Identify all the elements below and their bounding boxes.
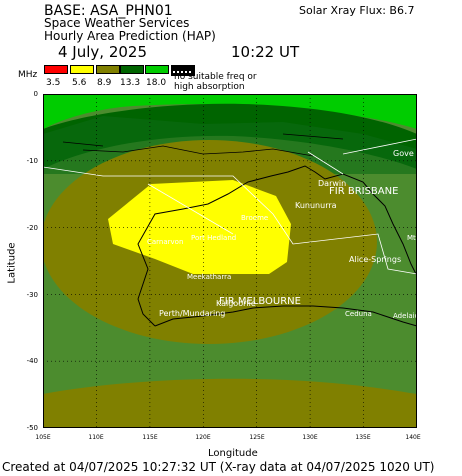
- place-gove: Gove: [393, 149, 414, 158]
- lon-tick-105: 105E: [35, 434, 51, 441]
- latitude-axis-title: Latitude: [6, 242, 18, 284]
- product-name: Hourly Area Prediction (HAP): [44, 29, 216, 43]
- lat-tick-50: -50: [26, 424, 38, 432]
- place-ceduna: Ceduna: [345, 310, 372, 318]
- legend-unit: MHz: [18, 70, 38, 80]
- no-frequency-grid-icon: [171, 65, 195, 78]
- place-darwin: Darwin: [318, 179, 346, 188]
- olive-bottom-band: [43, 378, 417, 428]
- legend-swatch-5: [145, 65, 169, 74]
- legend-swatch-2: [70, 65, 94, 74]
- yellow-zone: [108, 180, 291, 274]
- created-timestamp: Created at 04/07/2025 10:27:32 UT (X-ray…: [2, 460, 435, 474]
- legend-note-line1: no suitable freq or: [174, 72, 257, 82]
- lon-tick-120: 120E: [195, 434, 211, 441]
- place-adelaide: Adelaide: [393, 312, 417, 320]
- service-name: Space Weather Services: [44, 16, 190, 30]
- fir-brisbane-label: FIR BRISBANE: [329, 186, 398, 197]
- place-alice-springs: Alice-Springs: [349, 255, 401, 264]
- place-port-hedland: Port Hedland: [191, 234, 236, 242]
- lat-tick-40: -40: [26, 357, 38, 365]
- hap-map: Darwin Gove Kununurra Alice-Springs Kalg…: [43, 94, 417, 428]
- lon-tick-130: 130E: [302, 434, 318, 441]
- fir-melbourne-label: FIR MELBOURNE: [219, 296, 301, 307]
- longitude-axis-title: Longitude: [208, 448, 258, 459]
- lon-tick-110: 110E: [88, 434, 104, 441]
- legend-value-1: 3.5: [46, 78, 61, 88]
- legend-swatch-3: [96, 65, 120, 74]
- lon-tick-125: 125E: [249, 434, 265, 441]
- lon-tick-135: 135E: [355, 434, 371, 441]
- coastline: [137, 165, 417, 300]
- lat-tick-30: -30: [26, 291, 38, 299]
- fir-boundaries: [43, 138, 417, 275]
- place-broome: Broome: [241, 214, 268, 222]
- legend-value-3: 8.9: [97, 78, 112, 88]
- lon-tick-115: 115E: [142, 434, 158, 441]
- west-coast: [137, 298, 156, 327]
- lat-tick-0: 0: [33, 90, 38, 98]
- base-title: BASE: ASA_PHN01: [44, 3, 173, 19]
- south-coast: [154, 305, 417, 327]
- legend-swatch-4: [120, 65, 144, 74]
- place-perth: Perth/Mundaring: [159, 309, 225, 318]
- time-label: 10:22 UT: [231, 43, 300, 61]
- legend-swatch-1: [44, 65, 68, 74]
- legend-value-5: 18.0: [146, 78, 167, 88]
- legend-value-2: 5.6: [72, 78, 87, 88]
- place-kununurra: Kununurra: [295, 201, 337, 210]
- date-label: 4 July, 2025: [58, 43, 147, 61]
- place-carnarvon: Carnarvon: [147, 238, 183, 246]
- place-kalgoorlie: Kalgoorlie: [216, 299, 256, 308]
- xray-flux-label: Solar Xray Flux: B6.7: [299, 4, 415, 17]
- lat-tick-20: -20: [26, 224, 38, 232]
- place-mt: Mt: [407, 234, 416, 242]
- lon-tick-140: 140E: [405, 434, 421, 441]
- legend-note-line2: high absorption: [174, 82, 245, 92]
- place-meekatharra: Meekatharra: [187, 273, 231, 281]
- bright-green-band: [43, 94, 417, 129]
- legend-value-4: 13.3: [120, 78, 141, 88]
- lat-tick-10: -10: [26, 157, 38, 165]
